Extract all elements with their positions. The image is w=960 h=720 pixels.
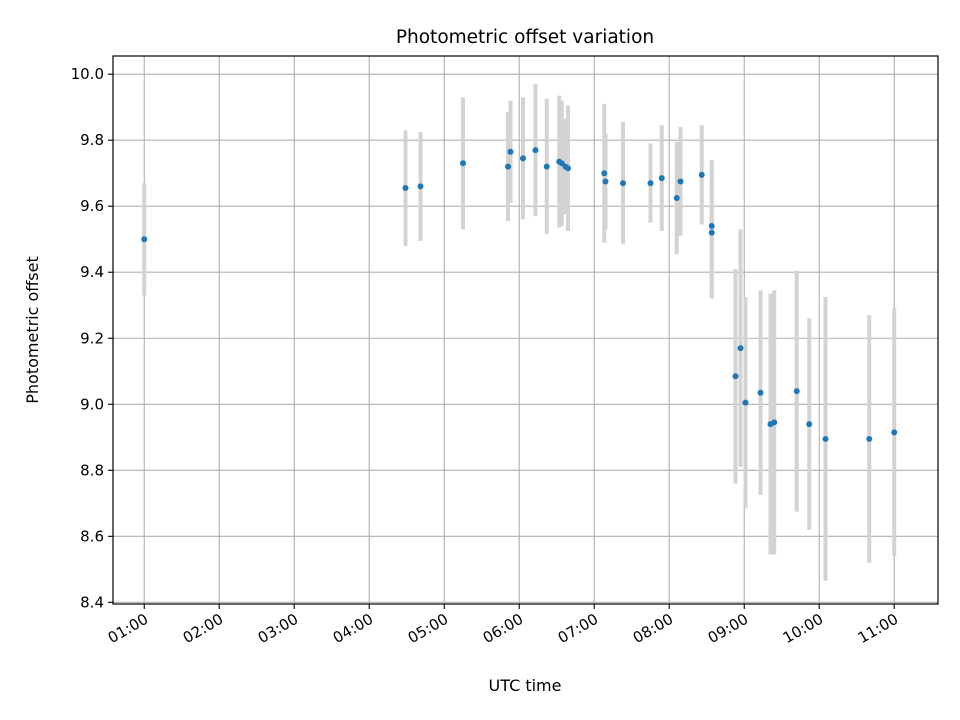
data-point (698, 171, 705, 178)
data-point (866, 435, 873, 442)
data-point (673, 194, 680, 201)
data-point (601, 170, 608, 177)
data-point (737, 345, 744, 352)
data-point (732, 373, 739, 380)
data-point (460, 160, 466, 167)
data-point (141, 236, 148, 243)
y-tick-label: 9.0 (80, 395, 104, 413)
data-point (708, 229, 715, 236)
y-axis-label: Photometric offset (23, 256, 42, 404)
data-point (402, 185, 409, 192)
y-tick-label: 9.8 (80, 131, 104, 149)
y-tick-label: 8.4 (80, 593, 104, 611)
x-axis-label: UTC time (489, 676, 562, 695)
data-point (806, 421, 813, 428)
data-point (771, 419, 778, 426)
y-axis: 8.4 8.6 8.8 9.0 9.2 9.4 9.6 9.8 10.0 (71, 65, 113, 611)
data-point (658, 175, 665, 182)
data-point (505, 163, 511, 170)
data-point (602, 178, 609, 185)
data-point (620, 180, 626, 187)
data-point (565, 165, 571, 172)
data-point (708, 223, 715, 230)
y-tick-label: 8.8 (80, 461, 104, 479)
data-point (543, 163, 550, 170)
y-tick-label: 9.4 (80, 263, 104, 281)
data-point (417, 183, 424, 190)
y-tick-label: 10.0 (71, 65, 104, 83)
data-point (757, 389, 764, 396)
y-tick-label: 9.6 (80, 197, 104, 215)
data-points (141, 147, 898, 442)
plot-frame (112, 55, 939, 605)
data-point (507, 148, 514, 155)
data-point (677, 178, 684, 185)
chart-title: Photometric offset variation (396, 27, 654, 48)
data-point (647, 180, 654, 187)
data-point (532, 147, 539, 154)
data-point (742, 399, 749, 406)
data-point (793, 388, 800, 395)
data-point (891, 429, 898, 436)
y-tick-label: 8.6 (80, 527, 104, 545)
y-tick-label: 9.2 (80, 329, 104, 347)
data-point (520, 155, 526, 162)
data-point (822, 435, 829, 442)
